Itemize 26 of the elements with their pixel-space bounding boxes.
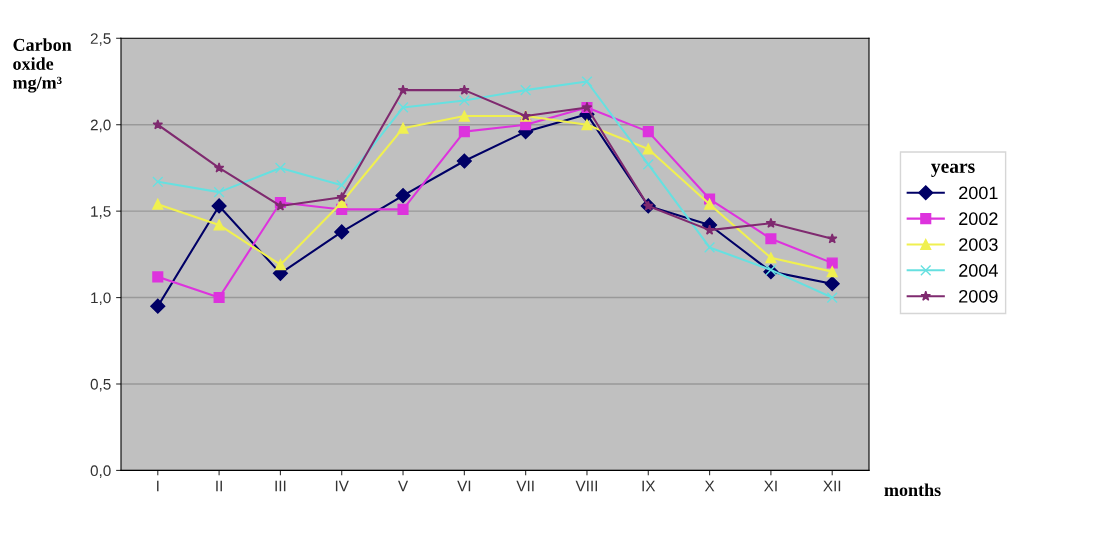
- legend-title: years: [931, 163, 975, 177]
- x-tick-label: VI: [457, 480, 471, 492]
- x-tick-label: IV: [335, 480, 349, 492]
- x-tick-label: III: [275, 480, 286, 492]
- legend-label: 2004: [959, 264, 998, 277]
- legend-label: 2001: [959, 186, 998, 200]
- x-tick-label: II: [216, 480, 222, 492]
- legend-label: 2009: [959, 289, 998, 303]
- legend-label: 2003: [959, 238, 998, 251]
- y-tick-label: 2,5: [90, 33, 111, 46]
- x-tick-label: X: [704, 480, 715, 492]
- x-tick-label: V: [398, 480, 409, 492]
- legend-label: 2002: [959, 212, 998, 226]
- y-tick-label: 1,0: [91, 292, 111, 306]
- y-tick-label: 1,5: [91, 206, 111, 219]
- x-tick-label: VIII: [575, 480, 598, 492]
- x-axis-title: months: [884, 483, 941, 497]
- x-tick-label: XII: [823, 480, 841, 492]
- x-tick-label: XI: [764, 480, 777, 492]
- y-axis-title: Carbon oxide mg/m³: [13, 38, 72, 93]
- x-tick-label: VII: [516, 480, 534, 492]
- y-tick-label: 0,0: [90, 465, 111, 478]
- y-tick-label: 0,5: [90, 378, 111, 392]
- x-tick-label: IX: [642, 480, 656, 492]
- x-tick-label: I: [157, 480, 159, 492]
- y-tick-label: 2,0: [90, 119, 111, 133]
